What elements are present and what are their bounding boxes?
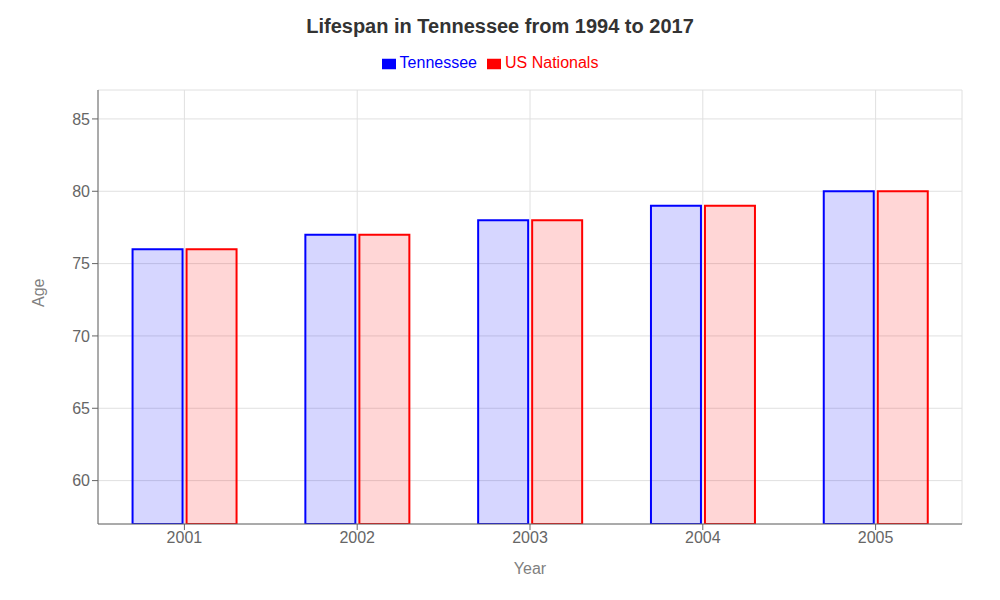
svg-text:2005: 2005 (858, 529, 894, 546)
svg-text:75: 75 (72, 255, 90, 272)
svg-text:85: 85 (72, 111, 90, 128)
html-text:Tennessee: Tennessee (399, 54, 477, 71)
svg-text:Year: Year (514, 560, 547, 577)
svg-text:2002: 2002 (339, 529, 375, 546)
svg-text:2003: 2003 (512, 529, 548, 546)
svg-text:2004: 2004 (685, 529, 721, 546)
svg-text:65: 65 (72, 400, 90, 417)
html-text:US Nationals: US Nationals (505, 54, 599, 71)
svg-text:Age: Age (30, 278, 47, 307)
html-text:Lifespan in Tennessee from 199: Lifespan in Tennessee from 1994 to 2017 (306, 15, 694, 37)
svg-text:70: 70 (72, 328, 90, 345)
svg-text:60: 60 (72, 472, 90, 489)
svg-text:80: 80 (72, 183, 90, 200)
svg-text:2001: 2001 (167, 529, 203, 546)
